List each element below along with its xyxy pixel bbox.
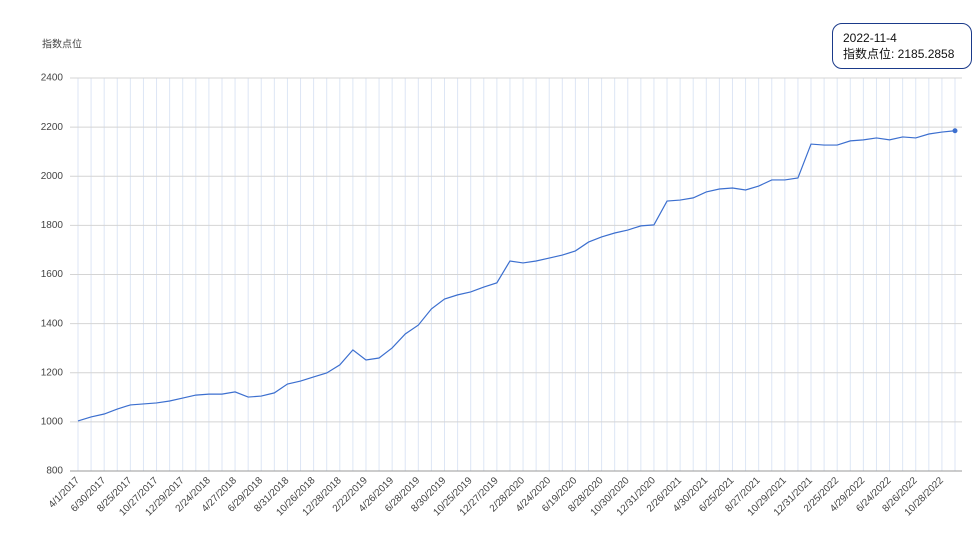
y-tick-label: 1800 (41, 220, 64, 231)
y-tick-label: 800 (46, 466, 63, 477)
tooltip: 2022-11-4 指数点位: 2185.2858 (832, 23, 972, 69)
y-axis-label: 指数点位 (42, 38, 82, 51)
y-tick-label: 2400 (41, 73, 64, 84)
tooltip-text: 指数点位: 2185.2858 (843, 47, 955, 61)
y-tick-label: 1000 (41, 417, 64, 428)
y-tick-label: 1400 (41, 318, 64, 329)
y-tick-label: 1600 (41, 269, 64, 280)
line (77, 130, 956, 422)
y-tick-label: 2200 (41, 122, 64, 133)
y-tick-label: 1200 (41, 367, 64, 378)
tooltip-title: 2022-11-4 (843, 31, 897, 45)
point (952, 128, 958, 134)
y-tick-label: 2000 (41, 171, 64, 182)
